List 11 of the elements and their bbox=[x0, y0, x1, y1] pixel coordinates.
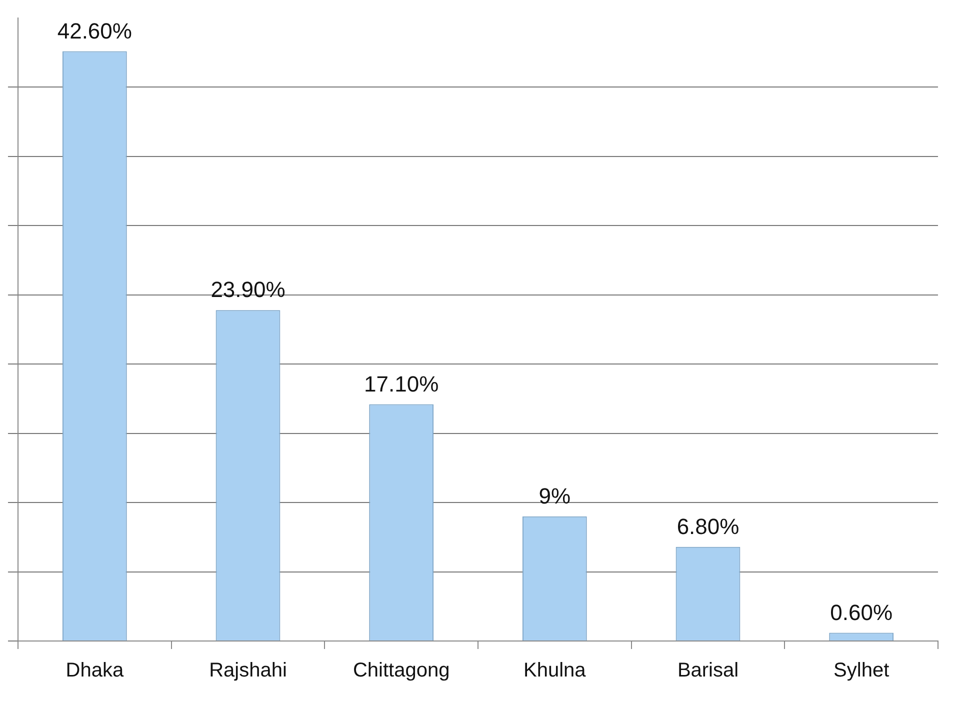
data-label: 42.60% bbox=[57, 18, 132, 44]
x-tick-label: Sylhet bbox=[834, 660, 890, 682]
x-tick-label: Chittagong bbox=[352, 660, 450, 682]
x-tick-label: Rajshahi bbox=[209, 660, 287, 682]
data-label: 0.60% bbox=[830, 600, 893, 625]
data-label: 17.10% bbox=[364, 371, 439, 396]
data-label: 9% bbox=[538, 483, 571, 508]
x-tick-label: Khulna bbox=[524, 660, 587, 682]
x-tick-label: Barisal bbox=[677, 660, 739, 682]
data-label: 6.80% bbox=[676, 514, 740, 539]
x-tick-label: Dhaka bbox=[66, 660, 124, 682]
